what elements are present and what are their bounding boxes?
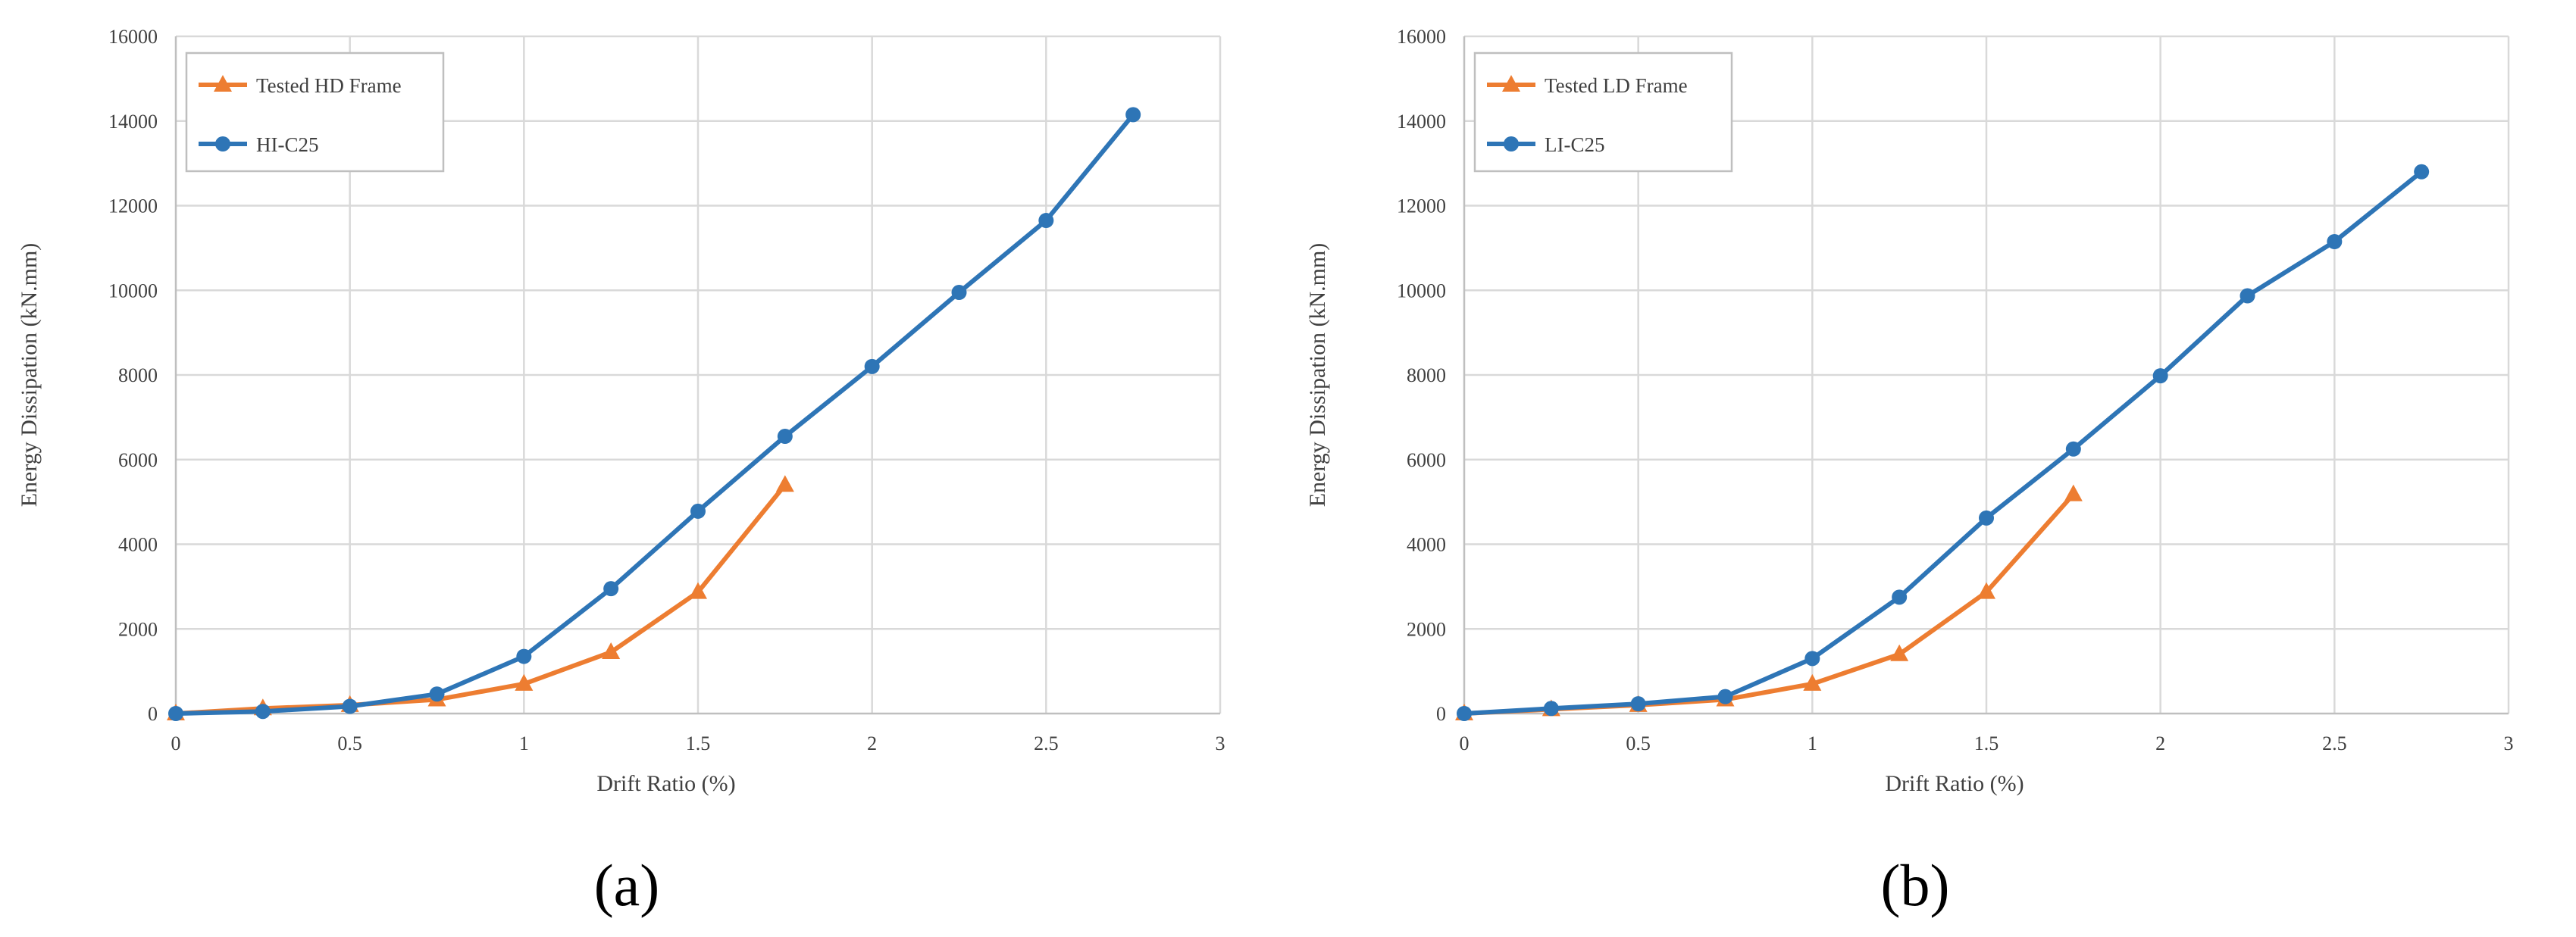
y-tick-label: 6000: [1407, 449, 1446, 471]
y-tick-label: 0: [1436, 703, 1446, 725]
x-tick-label: 0.5: [1626, 732, 1651, 754]
data-point-model: [516, 648, 532, 664]
data-point-model: [603, 581, 619, 597]
x-tick-label: 1.5: [686, 732, 711, 754]
y-tick-label: 14000: [108, 111, 158, 133]
x-tick-label: 1: [519, 732, 529, 754]
series-line-tested: [1463, 492, 2076, 716]
x-tick-label: 2.5: [1034, 732, 1059, 754]
x-tick-label: 3: [2504, 732, 2514, 754]
legend: Tested HD Frame HI-C25: [185, 52, 445, 173]
y-tick-label: 2000: [118, 618, 158, 640]
legend-box: [1473, 52, 1733, 173]
data-point-tested: [1977, 582, 1995, 599]
data-point-tested: [515, 673, 534, 691]
data-point-model: [1457, 706, 1472, 721]
data-point-tested: [775, 475, 794, 492]
series-line-model: [1463, 170, 2424, 716]
y-tick-labels: 0 2000 4000 6000 8000 10000 12000 14000 16000: [108, 26, 158, 725]
chart-panel-a: 0 2000 4000 6000 8000 10000 12000 14000 16000 0 0.…: [17, 26, 1225, 918]
x-tick-label: 2: [2155, 732, 2165, 754]
data-point-model: [342, 698, 358, 714]
x-tick-label: 2.5: [2322, 732, 2347, 754]
y-tick-label: 0: [148, 703, 158, 725]
data-point-model: [690, 503, 706, 519]
data-point-model: [1543, 701, 1559, 717]
data-point-model: [951, 285, 967, 301]
data-point-model: [1804, 651, 1820, 667]
chart-panel-b: 0 2000 4000 6000 8000 10000 12000 14000 16000 0 0.…: [1288, 0, 2576, 937]
data-point-model: [1979, 510, 1994, 526]
figure-caption: (b): [1881, 852, 1950, 918]
data-point-model: [2327, 233, 2343, 249]
y-tick-label: 12000: [1397, 195, 1446, 217]
series-line-tested: [175, 483, 787, 716]
legend-marker-tested: [1502, 75, 1520, 92]
y-tick-label: 14000: [1397, 111, 1446, 133]
data-point-tested: [689, 582, 707, 599]
y-tick-label: 4000: [1407, 534, 1446, 556]
legend-label-model: LI-C25: [1545, 133, 1604, 156]
y-tick-label: 8000: [1407, 364, 1446, 386]
data-point-model: [1125, 107, 1141, 123]
series-model: [1457, 164, 2430, 721]
data-point-model: [2152, 368, 2168, 384]
legend-label-model: HI-C25: [256, 133, 319, 156]
y-tick-label: 16000: [1397, 26, 1446, 48]
data-point-model: [2414, 164, 2430, 180]
x-tick-labels: 0 0.5 1 1.5 2 2.5 3: [1460, 732, 2514, 754]
legend-label-tested: Tested LD Frame: [1545, 74, 1688, 97]
legend-marker-tested: [214, 75, 232, 92]
data-point-tested: [1803, 673, 1822, 691]
series-line-model: [175, 113, 1135, 716]
data-point-model: [777, 429, 793, 445]
data-point-model: [2240, 288, 2255, 304]
y-tick-label: 12000: [108, 195, 158, 217]
legend-label-tested: Tested HD Frame: [256, 74, 402, 97]
legend-box: [185, 52, 445, 173]
data-point-tested: [602, 642, 621, 659]
data-point-model: [1038, 213, 1054, 229]
chart-a: 0 2000 4000 6000 8000 10000 12000 14000 16000 0 0.…: [17, 26, 1225, 918]
series-model: [168, 107, 1141, 721]
data-point-model: [1630, 696, 1646, 712]
data-point-model: [255, 704, 271, 720]
figure-caption: (a): [594, 852, 660, 918]
legend-marker-model: [1504, 136, 1519, 151]
data-point-tested: [2064, 484, 2083, 501]
y-tick-label: 10000: [108, 280, 158, 301]
x-tick-label: 0.5: [337, 732, 362, 754]
data-point-tested: [1890, 644, 1909, 661]
y-tick-label: 10000: [1397, 280, 1446, 301]
x-tick-label: 0: [1460, 732, 1470, 754]
data-point-model: [2065, 441, 2081, 457]
y-tick-label: 2000: [1407, 618, 1446, 640]
y-tick-label: 8000: [118, 364, 158, 386]
x-tick-label: 0: [171, 732, 181, 754]
data-point-model: [1717, 689, 1733, 704]
legend-marker-model: [215, 136, 230, 151]
y-tick-label: 16000: [108, 26, 158, 48]
gridlines: [176, 35, 1222, 714]
x-axis-title: Drift Ratio (%): [1885, 771, 2024, 796]
y-tick-labels: 0 2000 4000 6000 8000 10000 12000 14000 16000: [1397, 26, 1446, 725]
chart-b: 0 2000 4000 6000 8000 10000 12000 14000 16000 0 0.…: [1305, 26, 2514, 918]
x-tick-label: 1.5: [1974, 732, 1999, 754]
data-point-model: [429, 686, 445, 702]
x-tick-label: 1: [1808, 732, 1817, 754]
data-point-model: [1892, 589, 1908, 605]
legend: Tested LD Frame LI-C25: [1473, 52, 1733, 173]
data-point-model: [864, 358, 880, 374]
x-tick-label: 3: [1216, 732, 1225, 754]
y-axis-title: Energy Dissipation (kN.mm): [1305, 243, 1330, 508]
y-tick-label: 4000: [118, 534, 158, 556]
x-tick-labels: 0 0.5 1 1.5 2 2.5 3: [171, 732, 1225, 754]
y-axis-title: Energy Dissipation (kN.mm): [17, 243, 42, 508]
y-tick-label: 6000: [118, 449, 158, 471]
x-axis-title: Drift Ratio (%): [596, 771, 735, 796]
data-point-model: [168, 706, 183, 721]
x-tick-label: 2: [867, 732, 877, 754]
